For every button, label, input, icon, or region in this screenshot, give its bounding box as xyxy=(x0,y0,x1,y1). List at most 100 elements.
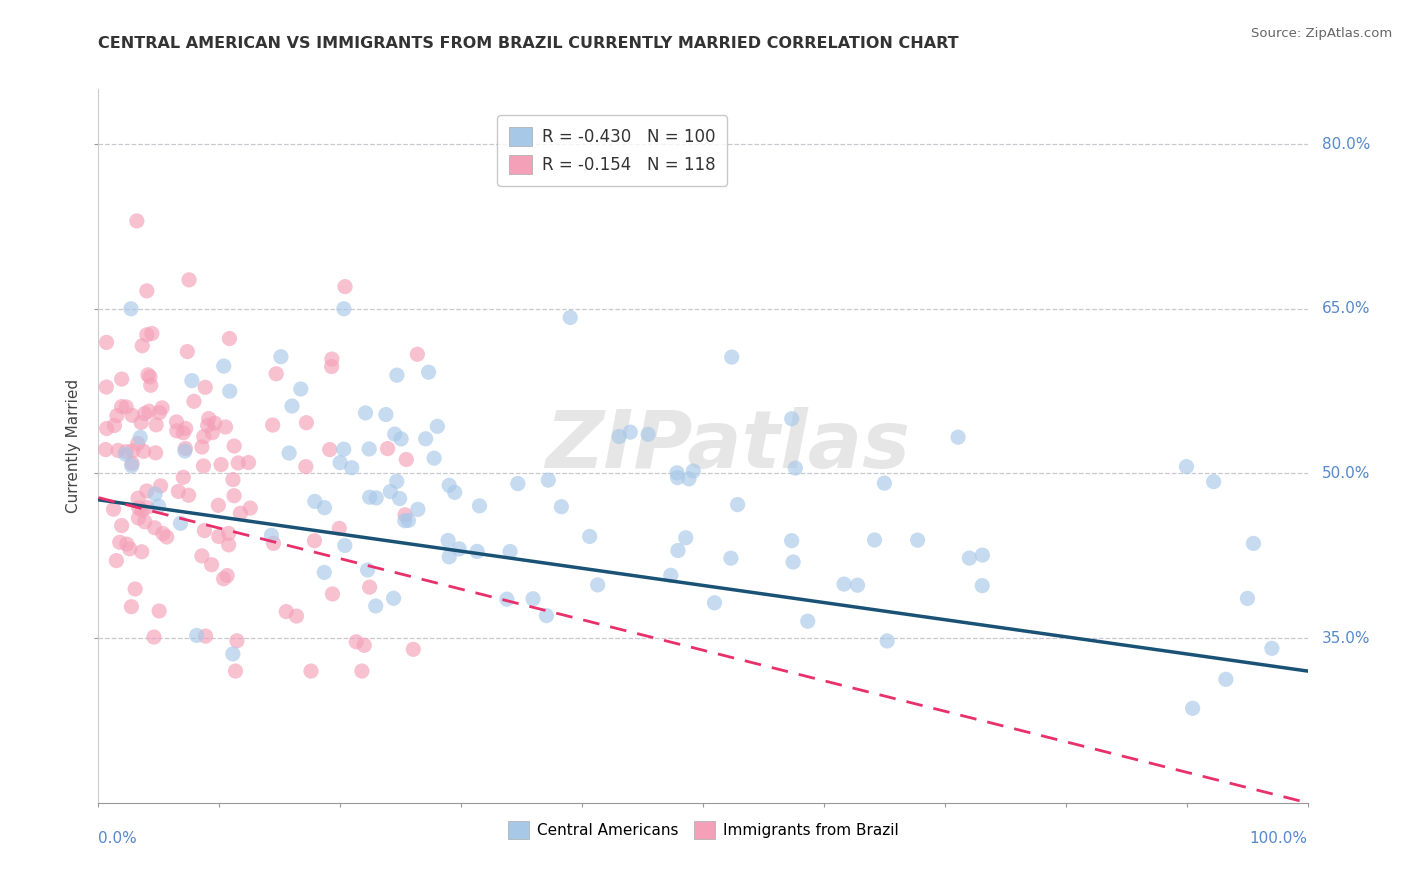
Point xyxy=(780,533,803,548)
Point xyxy=(299,664,322,678)
Point xyxy=(678,472,700,486)
Point xyxy=(224,439,246,453)
Point xyxy=(222,489,245,503)
Point xyxy=(354,406,377,420)
Point xyxy=(141,326,163,341)
Point xyxy=(290,382,312,396)
Point xyxy=(353,638,375,652)
Point xyxy=(229,506,252,520)
Point xyxy=(226,456,249,470)
Point xyxy=(121,443,143,458)
Point xyxy=(344,635,367,649)
Point xyxy=(506,476,529,491)
Point xyxy=(666,543,689,558)
Point xyxy=(619,425,641,439)
Point xyxy=(204,416,226,430)
Point xyxy=(607,429,630,443)
Point xyxy=(111,372,134,386)
Point xyxy=(329,456,352,470)
Point xyxy=(406,347,429,361)
Point xyxy=(129,416,152,430)
Point xyxy=(797,614,820,628)
Point xyxy=(385,368,408,383)
Point xyxy=(132,444,155,458)
Point xyxy=(366,491,388,505)
Point xyxy=(262,418,284,433)
Point xyxy=(536,608,558,623)
Point xyxy=(167,484,190,499)
Point xyxy=(332,442,354,457)
Point xyxy=(637,427,659,442)
Point xyxy=(437,549,460,564)
Point xyxy=(780,411,803,425)
Point xyxy=(465,544,488,558)
Point xyxy=(121,458,143,473)
Point xyxy=(224,664,246,678)
Point xyxy=(127,511,149,525)
Point xyxy=(321,352,343,367)
Point xyxy=(145,446,167,460)
Point xyxy=(129,430,152,444)
Point xyxy=(333,539,356,553)
Point xyxy=(222,647,245,661)
Point xyxy=(148,406,170,420)
Point xyxy=(394,514,416,528)
Point xyxy=(359,442,381,456)
Text: Source: ZipAtlas.com: Source: ZipAtlas.com xyxy=(1251,27,1392,40)
Point xyxy=(972,548,994,562)
Point xyxy=(356,563,378,577)
Point xyxy=(281,399,304,413)
Point xyxy=(208,529,231,543)
Point xyxy=(114,447,136,461)
Point xyxy=(380,484,402,499)
Point xyxy=(359,580,381,594)
Point xyxy=(107,443,129,458)
Point xyxy=(145,417,167,432)
Point xyxy=(148,499,170,513)
Point xyxy=(173,444,195,458)
Point xyxy=(260,528,283,542)
Point xyxy=(264,367,287,381)
Point xyxy=(212,572,235,586)
Point xyxy=(183,394,205,409)
Point xyxy=(96,421,118,435)
Point xyxy=(389,432,412,446)
Point xyxy=(193,524,215,538)
Point xyxy=(350,664,373,678)
Point xyxy=(468,499,491,513)
Point xyxy=(1175,459,1198,474)
Point xyxy=(876,634,898,648)
Point xyxy=(402,642,425,657)
Point xyxy=(385,475,408,489)
Point xyxy=(218,332,240,346)
Point xyxy=(115,444,138,458)
Point xyxy=(143,521,166,535)
Point xyxy=(186,628,208,642)
Point xyxy=(832,577,855,591)
Point xyxy=(682,464,704,478)
Point xyxy=(406,502,429,516)
Text: 65.0%: 65.0% xyxy=(1322,301,1371,317)
Point xyxy=(177,488,200,502)
Point xyxy=(537,473,560,487)
Point xyxy=(176,344,198,359)
Point xyxy=(437,533,460,548)
Point xyxy=(328,521,350,535)
Point xyxy=(139,378,162,392)
Point xyxy=(382,591,405,606)
Point xyxy=(124,582,146,596)
Point xyxy=(377,442,399,456)
Point xyxy=(785,461,807,475)
Point xyxy=(212,359,235,373)
Text: 80.0%: 80.0% xyxy=(1322,136,1371,152)
Point xyxy=(550,500,572,514)
Point xyxy=(321,587,343,601)
Point xyxy=(522,591,544,606)
Point xyxy=(149,479,172,493)
Point xyxy=(172,470,194,484)
Point xyxy=(720,350,742,364)
Point xyxy=(105,409,128,423)
Point xyxy=(134,515,156,529)
Point xyxy=(174,442,197,456)
Point xyxy=(169,516,191,531)
